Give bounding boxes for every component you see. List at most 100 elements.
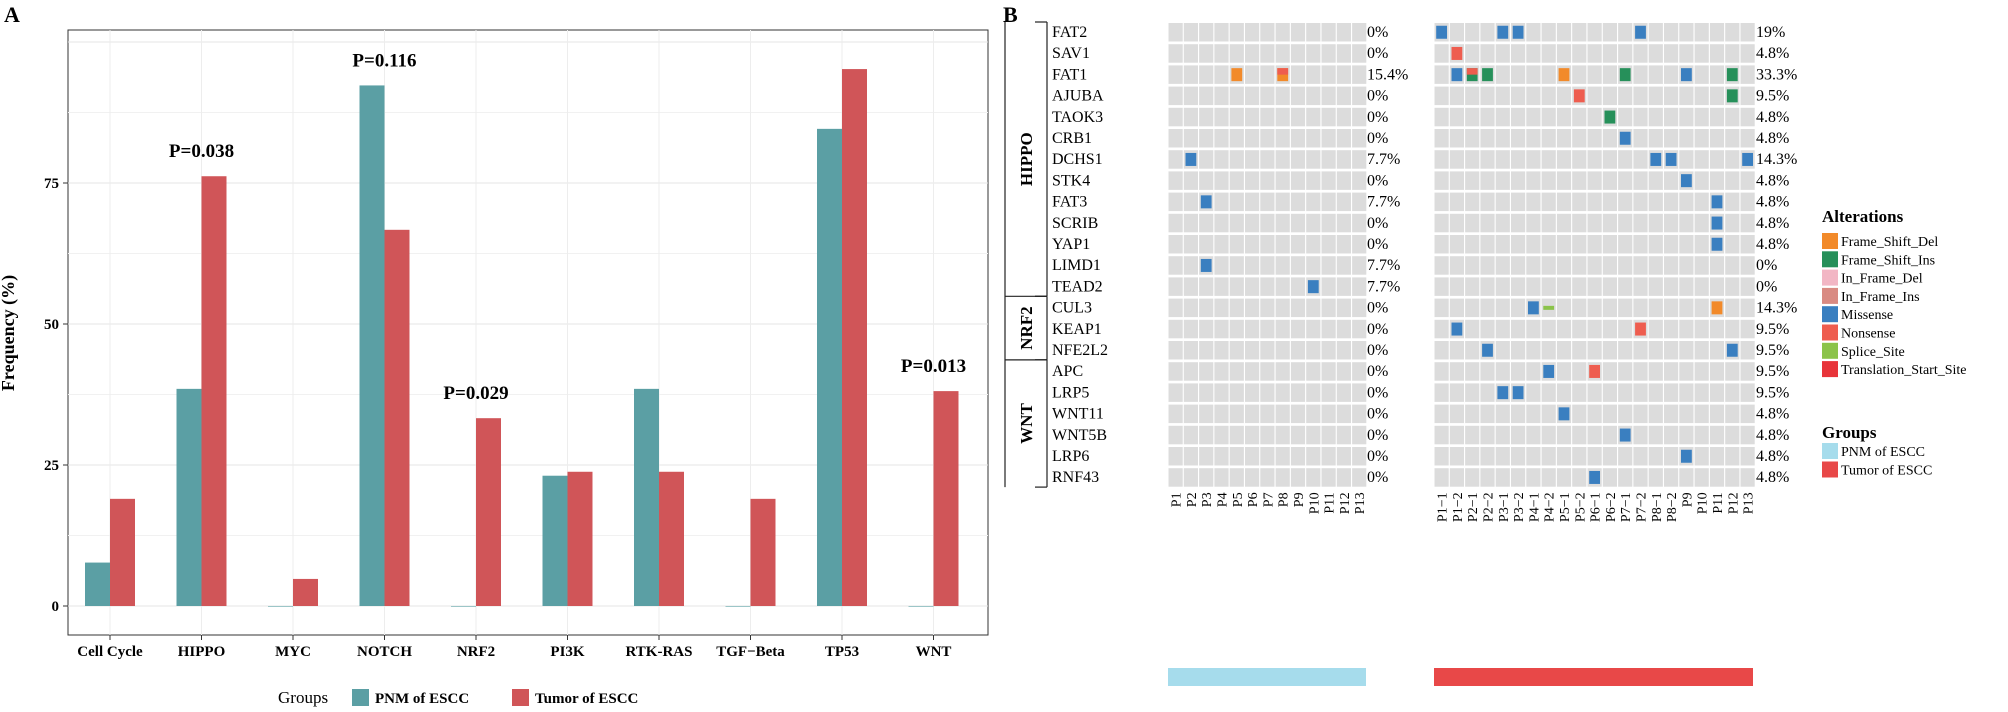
heatmap-cell <box>1352 213 1367 233</box>
heatmap-cell <box>1648 404 1663 424</box>
bar-tumor <box>293 578 318 606</box>
heatmap-cell <box>1449 150 1464 169</box>
heatmap-cell <box>1709 341 1725 360</box>
heatmap-cell <box>1290 65 1306 84</box>
heatmap-cell <box>1214 298 1229 318</box>
heatmap-cell <box>1618 277 1633 296</box>
heatmap-cell <box>1556 171 1572 190</box>
heatmap-cell <box>1587 192 1602 212</box>
gene-label: CUL3 <box>1052 300 1092 317</box>
heatmap-cell <box>1290 298 1306 318</box>
heatmap-cell <box>1214 213 1229 233</box>
alteration-mark <box>1512 386 1524 400</box>
tumor-frequency: 4.8% <box>1756 406 1789 423</box>
heatmap-cell <box>1306 298 1321 318</box>
heatmap-cell <box>1260 171 1275 190</box>
heatmap-cell <box>1709 404 1725 424</box>
heatmap-cell <box>1480 447 1495 466</box>
heatmap-cell <box>1740 192 1755 212</box>
heatmap-cell <box>1336 277 1351 296</box>
heatmap-cell <box>1352 341 1367 360</box>
heatmap-cell <box>1352 447 1367 466</box>
y-tick-label: 75 <box>44 176 59 192</box>
heatmap-cell <box>1306 192 1321 212</box>
tumor-frequency: 4.8% <box>1756 130 1789 147</box>
pnm-frequency: 0% <box>1367 427 1388 444</box>
heatmap-cell <box>1434 129 1449 148</box>
heatmap-cell <box>1572 277 1587 296</box>
sample-label: P11 <box>1323 492 1338 513</box>
heatmap-cell <box>1679 150 1694 169</box>
alteration-mark <box>1711 216 1723 230</box>
x-tick-label: MYC <box>275 644 311 660</box>
heatmap-cell <box>1526 341 1541 360</box>
heatmap-cell <box>1275 404 1290 424</box>
heatmap-cell <box>1541 425 1556 445</box>
heatmap-cell <box>1480 256 1495 275</box>
heatmap-cell <box>1260 319 1275 339</box>
heatmap-cell <box>1199 65 1214 84</box>
heatmap-cell <box>1199 277 1214 296</box>
heatmap-cell <box>1168 129 1183 148</box>
heatmap-cell <box>1602 150 1617 169</box>
heatmap-cell <box>1168 23 1183 42</box>
heatmap-cell <box>1587 107 1602 127</box>
alteration-mark <box>1650 152 1662 166</box>
heatmap-cell <box>1556 383 1572 402</box>
pnm-frequency: 0% <box>1367 448 1388 465</box>
heatmap-cell <box>1602 235 1617 254</box>
heatmap-cell <box>1199 425 1214 445</box>
heatmap-cell <box>1434 447 1449 466</box>
heatmap-cell <box>1664 256 1679 275</box>
heatmap-cell <box>1618 44 1633 63</box>
heatmap-cell <box>1434 65 1449 84</box>
heatmap-cell <box>1199 107 1214 127</box>
legend-swatch-pnm <box>352 689 369 706</box>
heatmap-cell <box>1725 129 1740 148</box>
heatmap-cell <box>1183 107 1198 127</box>
heatmap-cell <box>1648 235 1663 254</box>
pnm-frequency: 0% <box>1367 130 1388 147</box>
heatmap-cell <box>1352 362 1367 381</box>
heatmap-cell <box>1183 86 1198 106</box>
heatmap-cell <box>1214 107 1229 127</box>
heatmap-cell <box>1336 44 1351 63</box>
heatmap-cell <box>1290 341 1306 360</box>
alteration-legend-label: Translation_Start_Site <box>1841 363 1967 378</box>
heatmap-cell <box>1229 404 1244 424</box>
tumor-frequency: 4.8% <box>1756 448 1789 465</box>
heatmap-cell <box>1434 362 1449 381</box>
alteration-mark <box>1543 305 1555 310</box>
alteration-legend-swatch <box>1822 306 1838 323</box>
alteration-mark <box>1681 68 1692 82</box>
heatmap-cell <box>1709 362 1725 381</box>
heatmap-cell <box>1664 107 1679 127</box>
heatmap-cell <box>1260 383 1275 402</box>
heatmap-cell <box>1526 277 1541 296</box>
heatmap-cell <box>1572 447 1587 466</box>
heatmap-cell <box>1352 256 1367 275</box>
heatmap-cell <box>1618 468 1633 487</box>
heatmap-cell <box>1664 65 1679 84</box>
heatmap-cell <box>1633 383 1648 402</box>
heatmap-cell <box>1229 171 1244 190</box>
heatmap-cell <box>1556 107 1572 127</box>
heatmap-cell <box>1618 383 1633 402</box>
heatmap-cell <box>1511 44 1526 63</box>
sample-label: P7 <box>1261 492 1276 507</box>
heatmap-cell <box>1541 235 1556 254</box>
alteration-mark <box>1512 25 1524 39</box>
heatmap-cell <box>1275 362 1290 381</box>
heatmap-cell <box>1511 65 1526 84</box>
heatmap-cell <box>1664 362 1679 381</box>
heatmap-cell <box>1275 447 1290 466</box>
heatmap-cell <box>1541 65 1556 84</box>
tumor-frequency: 4.8% <box>1756 109 1789 126</box>
heatmap-cell <box>1511 362 1526 381</box>
heatmap-cell <box>1449 277 1464 296</box>
heatmap-cell <box>1260 447 1275 466</box>
heatmap-cell <box>1199 404 1214 424</box>
heatmap-cell <box>1245 425 1260 445</box>
bar-pnm <box>176 388 202 606</box>
heatmap-cell <box>1694 256 1709 275</box>
